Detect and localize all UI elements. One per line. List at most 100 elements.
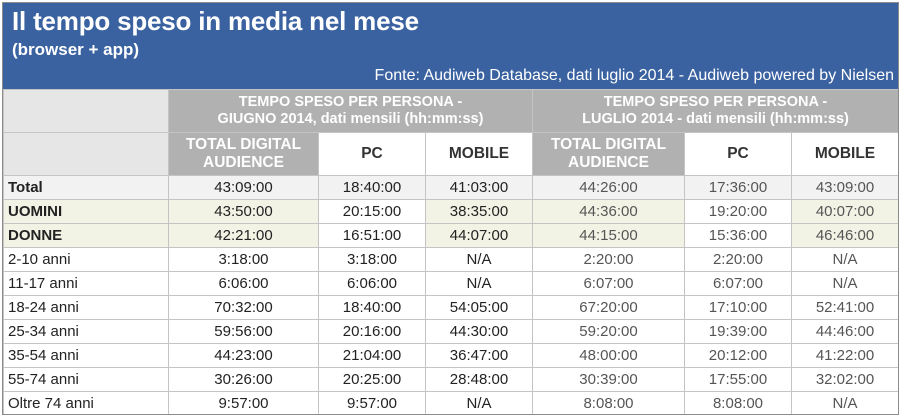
table-cell: 46:46:00 <box>790 223 898 248</box>
table-cell: N/A <box>425 247 533 272</box>
table-cell: 44:07:00 <box>425 223 533 248</box>
table-cell: 8:08:00 <box>532 391 685 414</box>
column-header: TOTAL DIGITAL AUDIENCE <box>168 132 319 176</box>
table-body: Total 43:09:00 18:40:00 41:03:00 44:26:00 17:… <box>3 175 898 414</box>
chart-title: Il tempo speso in media nel mese <box>12 6 419 36</box>
row-label: Oltre 74 anni <box>3 391 169 414</box>
table-cell: 19:20:00 <box>684 199 792 224</box>
table-cell: 17:36:00 <box>684 175 792 200</box>
table-row: 11-17 anni 6:06:00 6:06:00 N/A 6:07:00 6:07:0… <box>3 271 898 296</box>
table-cell: 15:36:00 <box>684 223 792 248</box>
row-label: 18-24 anni <box>3 295 169 320</box>
table-cell: N/A <box>425 271 533 296</box>
table-row: UOMINI 43:50:00 20:15:00 38:35:00 44:36:00 19… <box>3 199 898 224</box>
table-cell: 30:26:00 <box>168 367 319 392</box>
table-cell: 52:41:00 <box>790 295 898 320</box>
table-row: DONNE 42:21:00 16:51:00 44:07:00 44:15:00 15:… <box>3 223 898 248</box>
source-note: Fonte: Audiweb Database, dati luglio 201… <box>374 67 894 84</box>
table-cell: 59:20:00 <box>532 319 685 344</box>
row-label: UOMINI <box>3 199 169 224</box>
table-cell: 32:02:00 <box>790 367 898 392</box>
table-cell: 6:07:00 <box>684 271 792 296</box>
group-header-july-line2: LUGLIO 2014 - dati mensili (hh:mm:ss) <box>582 111 849 127</box>
table-row: 2-10 anni 3:18:00 3:18:00 N/A 2:20:00 2:20:00… <box>3 247 898 272</box>
table-cell: 70:32:00 <box>168 295 319 320</box>
table-cell: 44:46:00 <box>790 319 898 344</box>
table-cell: 20:15:00 <box>318 199 426 224</box>
table-cell: 38:35:00 <box>425 199 533 224</box>
chart-subtitle: (browser + app) <box>12 40 140 59</box>
row-label: 11-17 anni <box>3 271 169 296</box>
table-cell: 43:09:00 <box>168 175 319 200</box>
table-cell: N/A <box>790 247 898 272</box>
table-row: Oltre 74 anni 9:57:00 9:57:00 N/A 8:08:00 8:0… <box>3 391 898 414</box>
table-cell: 6:06:00 <box>168 271 319 296</box>
table-cell: 3:18:00 <box>168 247 319 272</box>
column-header: MOBILE <box>790 132 898 176</box>
table-cell: 42:21:00 <box>168 223 319 248</box>
table-cell: 44:36:00 <box>532 199 685 224</box>
table-cell: 28:48:00 <box>425 367 533 392</box>
table-cell: 41:03:00 <box>425 175 533 200</box>
group-header-june-line2: GIUGNO 2014, dati mensili (hh:mm:ss) <box>217 111 484 127</box>
table-cell: 48:00:00 <box>532 343 685 368</box>
table-cell: 30:39:00 <box>532 367 685 392</box>
table-row: Total 43:09:00 18:40:00 41:03:00 44:26:00 17:… <box>3 175 898 200</box>
corner-cell-sub <box>3 132 169 176</box>
table-cell: 16:51:00 <box>318 223 426 248</box>
row-label: 55-74 anni <box>3 367 169 392</box>
column-header: TOTAL DIGITAL AUDIENCE <box>532 132 685 176</box>
table-row: 35-54 anni 44:23:00 21:04:00 36:47:00 48:00:… <box>3 343 898 368</box>
table-cell: 59:56:00 <box>168 319 319 344</box>
column-header: MOBILE <box>425 132 533 176</box>
table-cell: 21:04:00 <box>318 343 426 368</box>
table-row: 18-24 anni 70:32:00 18:40:00 54:05:00 67:20:… <box>3 295 898 320</box>
table-cell: 6:07:00 <box>532 271 685 296</box>
table-cell: 44:26:00 <box>532 175 685 200</box>
table-cell: 43:09:00 <box>790 175 898 200</box>
row-label: Total <box>3 175 169 200</box>
table-cell: 44:23:00 <box>168 343 319 368</box>
data-table: TEMPO SPESO PER PERSONA - GIUGNO 2014, d… <box>3 89 898 414</box>
group-header-row: TEMPO SPESO PER PERSONA - GIUGNO 2014, d… <box>3 89 898 133</box>
column-header: PC <box>684 132 792 176</box>
group-header-june: TEMPO SPESO PER PERSONA - GIUGNO 2014, d… <box>168 89 533 133</box>
group-header-july: TEMPO SPESO PER PERSONA - LUGLIO 2014 - … <box>531 89 898 133</box>
table-row: 25-34 anni 59:56:00 20:16:00 44:30:00 59:20:… <box>3 319 898 344</box>
table-cell: 41:22:00 <box>790 343 898 368</box>
column-header-row: TOTAL DIGITAL AUDIENCE PC MOBILE TOTAL D… <box>3 132 898 176</box>
table-cell: 44:15:00 <box>532 223 685 248</box>
table-cell: 40:07:00 <box>790 199 898 224</box>
table-cell: 2:20:00 <box>532 247 685 272</box>
table-cell: 3:18:00 <box>318 247 426 272</box>
table-cell: 20:12:00 <box>684 343 792 368</box>
title-banner: Il tempo speso in media nel mese (browse… <box>3 3 898 89</box>
row-label: 2-10 anni <box>3 247 169 272</box>
table-cell: N/A <box>790 271 898 296</box>
column-header: PC <box>318 132 426 176</box>
table-cell: N/A <box>425 391 533 414</box>
group-header-june-line1: TEMPO SPESO PER PERSONA - <box>238 94 463 110</box>
corner-cell <box>3 89 169 133</box>
table-cell: 44:30:00 <box>425 319 533 344</box>
table-cell: 6:06:00 <box>318 271 426 296</box>
table-cell: 36:47:00 <box>425 343 533 368</box>
table-cell: 9:57:00 <box>318 391 426 414</box>
table-cell: 17:55:00 <box>684 367 792 392</box>
table-cell: 18:40:00 <box>318 175 426 200</box>
table-cell: 19:39:00 <box>684 319 792 344</box>
table-cell: 54:05:00 <box>425 295 533 320</box>
table-cell: N/A <box>790 391 898 414</box>
row-label: 35-54 anni <box>3 343 169 368</box>
group-header-july-line1: TEMPO SPESO PER PERSONA - <box>603 94 828 110</box>
table-cell: 43:50:00 <box>168 199 319 224</box>
table-cell: 20:16:00 <box>318 319 426 344</box>
table-cell: 20:25:00 <box>318 367 426 392</box>
table-cell: 18:40:00 <box>318 295 426 320</box>
table-row: 55-74 anni 30:26:00 20:25:00 28:48:00 30:39:… <box>3 367 898 392</box>
table-cell: 8:08:00 <box>684 391 792 414</box>
row-label: 25-34 anni <box>3 319 169 344</box>
table-cell: 17:10:00 <box>684 295 792 320</box>
table-cell: 9:57:00 <box>168 391 319 414</box>
